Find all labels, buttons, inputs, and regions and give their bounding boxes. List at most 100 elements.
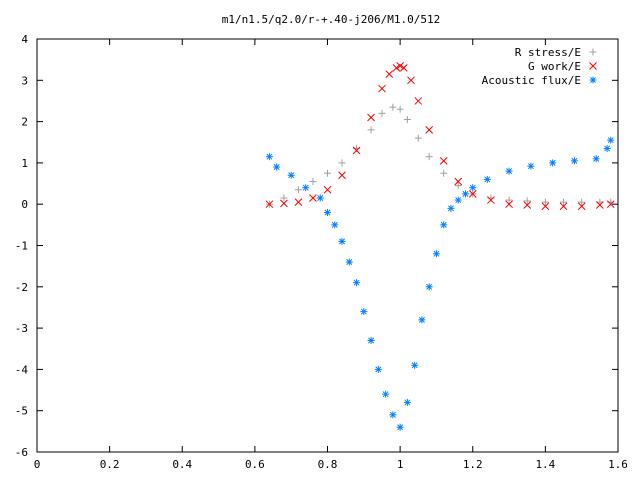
data-point: [360, 308, 368, 316]
data-point: [389, 411, 397, 419]
data-point: [265, 200, 274, 209]
y-tick-label: 1: [21, 157, 28, 170]
legend-marker: [589, 62, 597, 70]
data-point: [324, 208, 331, 216]
data-point: [389, 103, 397, 111]
data-point: [345, 258, 353, 266]
data-point: [607, 136, 615, 144]
x-tick-label: 1.6: [608, 458, 628, 471]
legend-marker: [589, 48, 597, 56]
data-point: [414, 97, 423, 105]
data-point: [461, 190, 469, 198]
data-point: [378, 109, 386, 117]
data-point: [403, 116, 411, 124]
y-tick-label: -3: [15, 322, 28, 335]
data-point: [595, 201, 604, 209]
x-tick-label: 0.6: [245, 458, 265, 471]
data-point: [468, 190, 477, 198]
chart-title: m1/n1.5/q2.0/r-+.40-j206/M1.0/512: [222, 13, 441, 26]
y-tick-label: -4: [15, 363, 29, 376]
y-tick-label: -5: [15, 405, 28, 418]
data-point: [309, 177, 317, 185]
data-point: [287, 171, 295, 179]
series-0: [265, 103, 615, 208]
x-tick-label: 0.4: [172, 458, 192, 471]
data-point: [523, 201, 532, 209]
data-point: [265, 153, 273, 161]
data-point: [385, 70, 394, 78]
y-tick-label: 2: [21, 116, 28, 129]
y-tick-label: 0: [21, 198, 28, 211]
data-point: [454, 196, 462, 204]
axes: 0 0.2 0.4 0.6 0.8 1 1.2 1.4 1.6 4 3 2 1 0 -1 -2 -3 -4 -5 -6: [15, 33, 628, 471]
x-tick-label: 1: [397, 458, 404, 471]
data-point: [440, 221, 448, 229]
data-point: [578, 198, 586, 206]
y-tick-label: -1: [15, 240, 28, 253]
data-point: [324, 169, 331, 177]
data-point: [338, 237, 346, 245]
data-point: [505, 200, 513, 209]
data-point: [331, 221, 339, 229]
data-point: [392, 64, 401, 72]
x-tick-label: 0.2: [100, 458, 120, 471]
legend-label: R stress/E: [515, 46, 581, 59]
y-tick-label: 3: [21, 74, 28, 87]
data-point: [483, 175, 491, 183]
data-point: [454, 182, 462, 190]
data-point: [338, 159, 346, 167]
data-point: [411, 361, 419, 369]
data-point: [440, 169, 448, 177]
data-point: [487, 196, 495, 204]
data-point: [280, 199, 288, 208]
data-point: [302, 184, 310, 192]
y-tick-label: -6: [15, 446, 28, 459]
data-point: [414, 134, 422, 142]
data-point: [577, 202, 586, 211]
series-1: [265, 61, 615, 211]
data-point: [396, 105, 404, 113]
data-point: [367, 126, 375, 134]
data-point: [273, 163, 281, 171]
data-point: [396, 61, 404, 70]
data-point: [399, 64, 408, 72]
x-tick-label: 1.4: [535, 458, 555, 471]
data-point: [505, 167, 513, 175]
data-point: [447, 204, 455, 212]
x-tick-label: 0: [34, 458, 41, 471]
legend-marker: [589, 76, 597, 84]
data-point: [559, 202, 568, 211]
x-tick-label: 0.8: [318, 458, 338, 471]
data-point: [353, 279, 361, 287]
x-tick-label: 1.2: [463, 458, 483, 471]
data-point: [505, 196, 513, 204]
data-point: [407, 76, 415, 85]
data-point: [425, 153, 433, 161]
y-tick-label: -2: [15, 281, 28, 294]
data-point: [309, 194, 317, 202]
data-point: [316, 194, 324, 202]
legend-label: G work/E: [528, 60, 581, 73]
data-point: [541, 198, 549, 206]
data-point: [523, 197, 531, 205]
data-point: [425, 126, 434, 134]
series-layer: [265, 61, 615, 431]
data-point: [606, 200, 615, 209]
data-point: [592, 155, 600, 163]
data-point: [294, 198, 303, 206]
data-point: [396, 423, 404, 431]
data-point: [425, 283, 433, 291]
data-point: [603, 144, 611, 152]
data-point: [367, 336, 375, 344]
series-2: [265, 136, 615, 431]
data-point: [323, 185, 332, 194]
data-point: [367, 113, 375, 122]
data-point: [439, 156, 448, 165]
data-point: [432, 250, 440, 258]
data-point: [382, 390, 390, 398]
data-point: [338, 171, 346, 180]
data-point: [378, 84, 386, 93]
data-point: [280, 194, 288, 202]
